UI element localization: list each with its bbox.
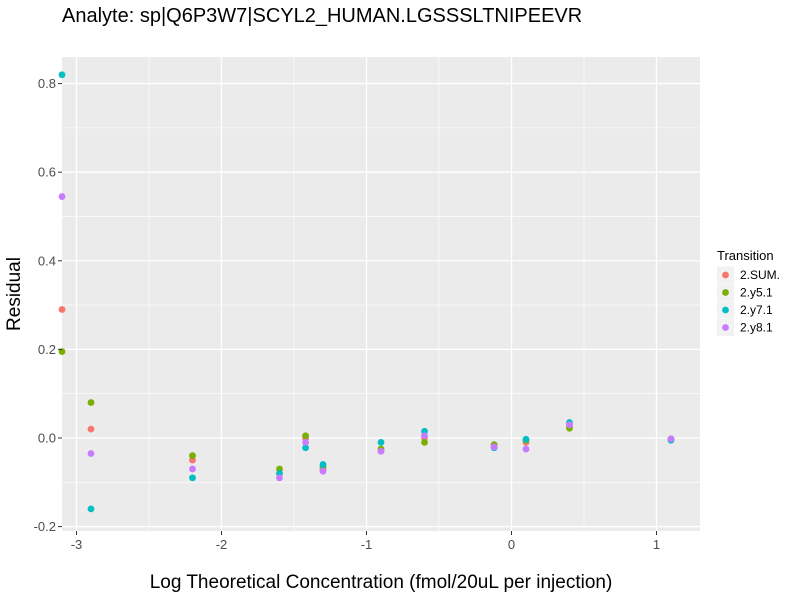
data-point-2-y5-1 bbox=[302, 432, 309, 440]
data-point-2-y7-1 bbox=[87, 505, 95, 513]
legend-key-dot bbox=[722, 306, 729, 314]
data-point-2-y8-1 bbox=[667, 435, 675, 443]
data-point-2-y7-1 bbox=[189, 474, 196, 482]
legend-item-label: 2.y8.1 bbox=[740, 321, 773, 335]
legend-item-label: 2.y5.1 bbox=[740, 286, 773, 300]
y-axis-title: Residual bbox=[4, 257, 25, 331]
data-point-2-y8-1 bbox=[319, 467, 327, 475]
y-tick-label: -0.2 bbox=[34, 519, 56, 534]
data-point-2-y8-1 bbox=[566, 421, 573, 429]
data-point-2-y7-1 bbox=[522, 435, 530, 443]
y-tick-label: 0.8 bbox=[38, 76, 56, 91]
x-tick-label: -2 bbox=[216, 537, 228, 552]
x-tick-label: -3 bbox=[71, 537, 83, 552]
y-tick-label: 0.6 bbox=[38, 165, 56, 180]
data-point-2-y8-1 bbox=[87, 450, 95, 457]
data-points bbox=[58, 71, 675, 513]
data-point-2-y8-1 bbox=[490, 443, 498, 451]
x-tick-label: -1 bbox=[361, 537, 373, 552]
data-point-2-y7-1 bbox=[302, 444, 309, 452]
data-point-2-y5-1 bbox=[189, 452, 196, 460]
data-point-2-y7-1 bbox=[377, 439, 385, 446]
x-tick-label: 0 bbox=[508, 537, 515, 552]
data-point-2-y5-1 bbox=[87, 399, 95, 406]
legend-key-dot bbox=[722, 324, 729, 331]
chart-title: Analyte: sp|Q6P3W7|SCYL2_HUMAN.LGSSSLTNI… bbox=[62, 5, 582, 27]
legend-key-dot bbox=[722, 289, 729, 296]
data-point-2-y5-1 bbox=[421, 439, 428, 446]
y-tick-label: 0.2 bbox=[38, 342, 56, 357]
legend-item-label: 2.SUM. bbox=[740, 268, 780, 282]
major-gridlines bbox=[62, 57, 700, 531]
y-tick-label: 0.0 bbox=[38, 430, 56, 445]
data-point-2-y8-1 bbox=[189, 465, 196, 473]
legend-item-label: 2.y7.1 bbox=[740, 303, 773, 317]
data-point-2-y8-1 bbox=[377, 447, 385, 455]
legend-title: Transition bbox=[717, 248, 774, 263]
data-point-2-SUM bbox=[87, 425, 95, 433]
data-point-2-y7-1 bbox=[58, 71, 66, 79]
data-point-2-y8-1 bbox=[276, 474, 283, 482]
data-point-2-y8-1 bbox=[522, 445, 530, 453]
data-point-2-y8-1 bbox=[58, 193, 66, 200]
data-point-2-y7-1 bbox=[319, 461, 327, 468]
legend: Transition 2.SUM. 2.y5.1 2.y7.1 2.y8.1 bbox=[717, 248, 780, 336]
data-point-2-y5-1 bbox=[58, 348, 66, 355]
x-axis-ticks: -3 -2 -1 0 1 bbox=[71, 531, 660, 552]
data-point-2-y8-1 bbox=[302, 439, 309, 446]
minor-gridlines bbox=[62, 57, 700, 531]
legend-key-dot bbox=[722, 271, 729, 279]
y-tick-label: 0.4 bbox=[38, 253, 56, 268]
data-point-2-y8-1 bbox=[421, 432, 428, 440]
data-point-2-SUM bbox=[58, 306, 66, 313]
y-axis-ticks: -0.2 0.0 0.2 0.4 0.6 0.8 bbox=[34, 76, 62, 534]
x-tick-label: 1 bbox=[653, 537, 660, 552]
x-axis-title: Log Theoretical Concentration (fmol/20uL… bbox=[150, 572, 613, 593]
